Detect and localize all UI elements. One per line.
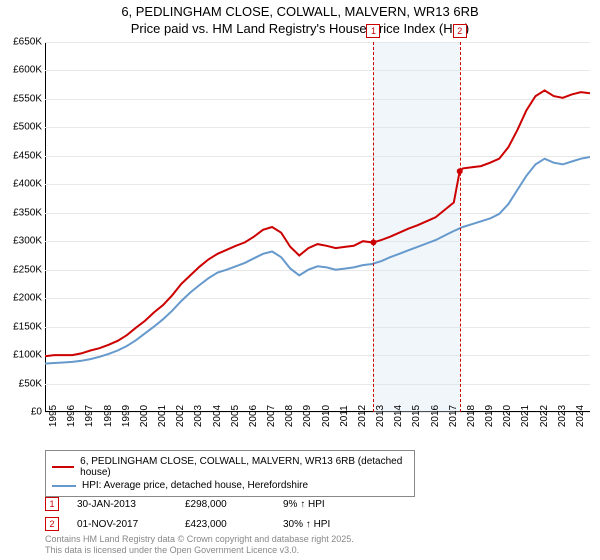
x-tick-label: 2006 (248, 405, 259, 427)
title-line-1: 6, PEDLINGHAM CLOSE, COLWALL, MALVERN, W… (0, 4, 600, 21)
footer-attribution: Contains HM Land Registry data © Crown c… (45, 534, 354, 556)
x-tick-label: 2024 (575, 405, 586, 427)
sale-row: 2 01-NOV-2017 £423,000 30% ↑ HPI (45, 514, 585, 534)
legend-label: HPI: Average price, detached house, Here… (82, 480, 308, 491)
x-tick-label: 2004 (212, 405, 223, 427)
x-tick-label: 2002 (175, 405, 186, 427)
sale-data-rows: 1 30-JAN-2013 £298,000 9% ↑ HPI 2 01-NOV-2017… (45, 494, 585, 534)
x-tick-label: 2001 (157, 405, 168, 427)
y-tick-label: £350K (13, 207, 42, 218)
x-tick-label: 2020 (502, 405, 513, 427)
legend-row: HPI: Average price, detached house, Here… (52, 479, 408, 492)
title-line-2: Price paid vs. HM Land Registry's House … (0, 21, 600, 38)
series-price_paid (45, 90, 590, 356)
footer-line-2: This data is licensed under the Open Gov… (45, 545, 354, 556)
legend-swatch (52, 485, 76, 487)
x-tick-label: 2021 (520, 405, 531, 427)
x-tick-label: 2011 (339, 405, 350, 427)
y-tick-label: £550K (13, 93, 42, 104)
x-tick-label: 1996 (66, 405, 77, 427)
x-tick-label: 1997 (84, 405, 95, 427)
y-tick-label: £450K (13, 150, 42, 161)
x-tick-label: 2014 (393, 405, 404, 427)
x-tick-label: 2017 (448, 405, 459, 427)
sale-row-price: £423,000 (185, 519, 265, 530)
y-tick-label: £650K (13, 37, 42, 48)
x-tick-label: 2015 (411, 405, 422, 427)
x-tick-label: 2008 (284, 405, 295, 427)
x-tick-label: 2023 (557, 405, 568, 427)
x-axis: 1995199619971998199920002001200220032004… (45, 412, 590, 452)
footer-line-1: Contains HM Land Registry data © Crown c… (45, 534, 354, 545)
x-tick-label: 1995 (48, 405, 59, 427)
sale-row: 1 30-JAN-2013 £298,000 9% ↑ HPI (45, 494, 585, 514)
plot-area: 12 (45, 42, 590, 412)
x-tick-label: 2022 (539, 405, 550, 427)
x-tick-label: 2012 (357, 405, 368, 427)
series-hpi (45, 157, 590, 364)
x-tick-label: 1999 (121, 405, 132, 427)
x-tick-label: 2016 (430, 405, 441, 427)
legend-swatch (52, 466, 74, 468)
y-tick-label: £150K (13, 321, 42, 332)
sale-row-date: 01-NOV-2017 (77, 519, 167, 530)
y-tick-label: £600K (13, 65, 42, 76)
legend-label: 6, PEDLINGHAM CLOSE, COLWALL, MALVERN, W… (80, 456, 408, 478)
sale-date-vline (460, 42, 461, 412)
x-tick-label: 2005 (230, 405, 241, 427)
x-tick-label: 2010 (321, 405, 332, 427)
legend-row: 6, PEDLINGHAM CLOSE, COLWALL, MALVERN, W… (52, 455, 408, 479)
legend: 6, PEDLINGHAM CLOSE, COLWALL, MALVERN, W… (45, 450, 415, 497)
x-tick-label: 2013 (375, 405, 386, 427)
sale-marker-box: 1 (366, 24, 380, 38)
y-tick-label: £0 (31, 407, 42, 418)
sale-row-marker: 1 (45, 497, 59, 511)
y-tick-label: £250K (13, 264, 42, 275)
sale-row-delta: 9% ↑ HPI (283, 499, 383, 510)
x-tick-label: 1998 (103, 405, 114, 427)
chart-svg (45, 42, 590, 412)
y-axis: £0£50K£100K£150K£200K£250K£300K£350K£400… (0, 42, 44, 412)
sale-marker-box: 2 (453, 24, 467, 38)
sale-date-vline (373, 42, 374, 412)
sale-row-date: 30-JAN-2013 (77, 499, 167, 510)
sale-row-marker: 2 (45, 517, 59, 531)
y-tick-label: £300K (13, 236, 42, 247)
x-tick-label: 2007 (266, 405, 277, 427)
y-tick-label: £200K (13, 293, 42, 304)
x-tick-label: 2018 (466, 405, 477, 427)
chart-container: 6, PEDLINGHAM CLOSE, COLWALL, MALVERN, W… (0, 0, 600, 560)
x-tick-label: 2000 (139, 405, 150, 427)
y-tick-label: £400K (13, 179, 42, 190)
title-block: 6, PEDLINGHAM CLOSE, COLWALL, MALVERN, W… (0, 0, 600, 38)
sale-row-delta: 30% ↑ HPI (283, 519, 383, 530)
y-tick-label: £500K (13, 122, 42, 133)
y-tick-label: £100K (13, 350, 42, 361)
x-tick-label: 2009 (302, 405, 313, 427)
x-tick-label: 2003 (193, 405, 204, 427)
x-tick-label: 2019 (484, 405, 495, 427)
sale-row-price: £298,000 (185, 499, 265, 510)
y-tick-label: £50K (19, 378, 42, 389)
